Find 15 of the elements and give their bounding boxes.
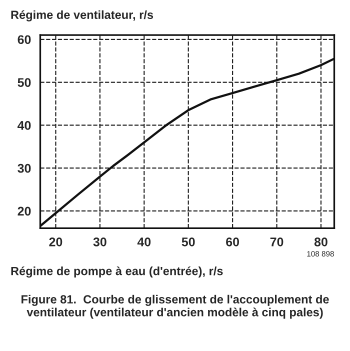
x-tick-label: 60	[226, 238, 240, 246]
y-tick-label: 20	[18, 206, 31, 216]
x-tick-label: 80	[314, 238, 328, 246]
x-tick-label: 40	[137, 238, 151, 246]
y-tick-label: 60	[18, 35, 31, 44]
x-tick-label: 20	[49, 238, 62, 246]
text: Figure 81. Courbe de glissement de l'accouplement de ventilateur (ventilateur d'ancien modèle à cinq pales)	[22, 294, 329, 319]
y-tick-label: 40	[18, 120, 31, 130]
x-tick-label: 30	[93, 238, 106, 246]
y-tick-label: 50	[18, 78, 31, 87]
x-tick-label: 70	[270, 238, 284, 246]
y-axis-title: Régime de ventilateur, r/s	[11, 10, 154, 22]
y-tick-label: 30	[18, 164, 31, 173]
x-tick-label: 50	[182, 238, 195, 246]
x-axis-title: Régime de pompe à eau (d'entrée), r/s	[11, 266, 223, 278]
